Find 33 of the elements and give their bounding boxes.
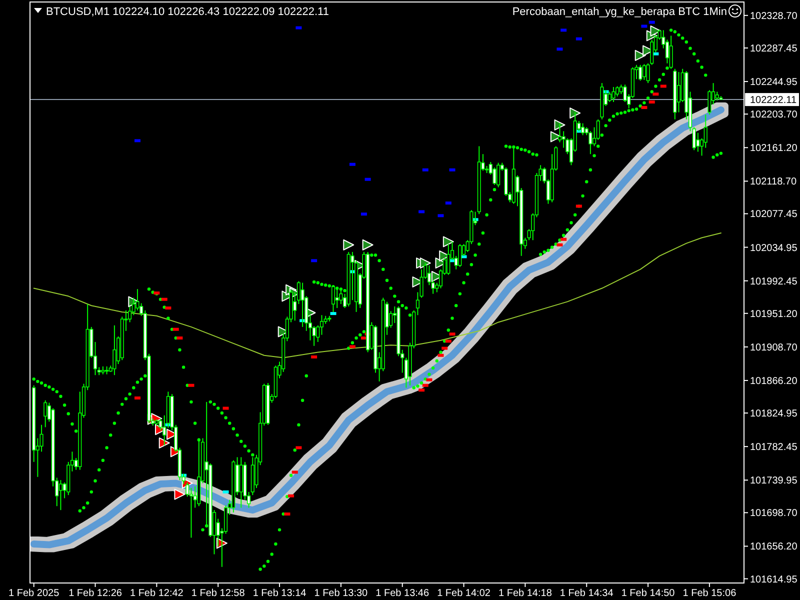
x-tick-label: 1 Feb 12:42 <box>130 588 184 599</box>
y-tick-label: 102287.45 <box>750 43 798 54</box>
x-tick-label: 1 Feb 2025 <box>8 588 60 599</box>
x-tick-label: 1 Feb 14:18 <box>498 588 552 599</box>
y-tick-label: 102244.95 <box>750 77 798 88</box>
chart-subtitle: Percobaan_entah_yg_ke_berapa BTC 1Min <box>512 6 727 18</box>
y-tick-label: 102077.45 <box>750 209 798 220</box>
x-tick-label: 1 Feb 14:02 <box>437 588 491 599</box>
chart-title: BTCUSD,M1 102224.10 102226.43 102222.09 102222.11 <box>46 6 329 18</box>
y-tick-label: 101908.70 <box>750 342 798 354</box>
y-tick-label: 102118.70 <box>750 176 797 188</box>
y-tick-label: 101698.70 <box>750 508 798 520</box>
y-tick-label: 102034.95 <box>750 242 798 254</box>
y-tick-label: 101951.20 <box>750 308 798 320</box>
y-tick-label: 101824.95 <box>750 408 798 420</box>
x-tick-label: 1 Feb 13:46 <box>376 588 430 599</box>
x-tick-label: 1 Feb 14:50 <box>621 588 676 599</box>
x-tick-label: 1 Feb 12:26 <box>68 588 122 599</box>
y-tick-label: 101992.45 <box>750 276 798 288</box>
ref-line-label: 102222.11 <box>750 95 797 106</box>
y-tick-label: 102328.70 <box>750 10 798 22</box>
x-tick-label: 1 Feb 12:58 <box>191 588 246 599</box>
x-tick-label: 1 Feb 13:30 <box>314 588 368 599</box>
x-tick-label: 1 Feb 15:06 <box>682 588 737 599</box>
y-tick-label: 101656.20 <box>750 542 798 553</box>
x-tick-label: 1 Feb 14:34 <box>560 588 614 599</box>
y-tick-label: 101739.95 <box>750 476 798 487</box>
x-tick-label: 1 Feb 13:14 <box>252 588 307 599</box>
y-tick-label: 101782.45 <box>750 442 798 454</box>
y-tick-label: 102203.70 <box>750 110 798 121</box>
y-tick-label: 101866.20 <box>750 376 798 387</box>
y-tick-label: 102161.20 <box>750 143 798 154</box>
y-tick-label: 101614.95 <box>750 574 798 586</box>
